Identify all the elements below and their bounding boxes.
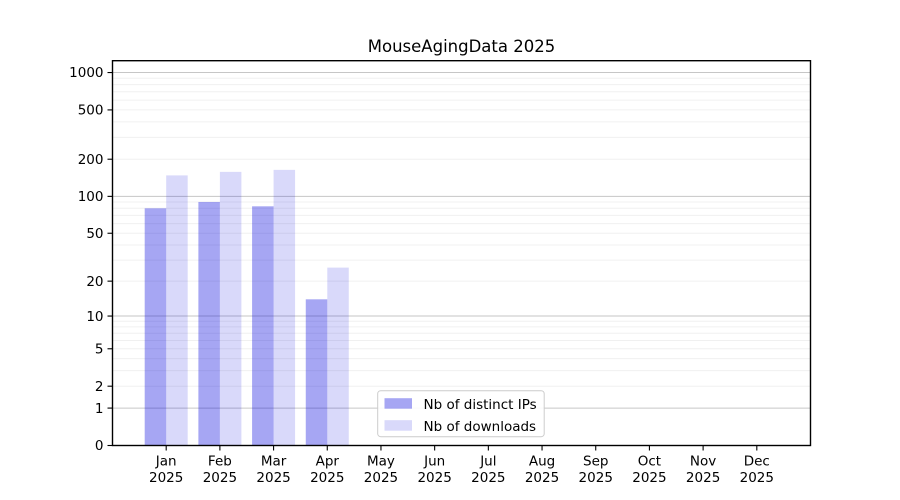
- bars-layer: [144, 169, 349, 446]
- bar-downloads-apr: [327, 267, 349, 446]
- x-tick-label-month-apr: Apr: [316, 454, 340, 470]
- x-tick-label-year-feb: 2025: [203, 470, 237, 486]
- bar-downloads-feb: [219, 171, 242, 446]
- y-tick-label: 5: [95, 341, 104, 357]
- plot-border: [111, 60, 812, 447]
- x-tick-label-month-dec: Dec: [744, 454, 770, 470]
- legend-label-downloads: Nb of downloads: [424, 419, 537, 435]
- x-tick-label-month-nov: Nov: [690, 454, 716, 470]
- bar-distinct-ips-feb: [198, 201, 220, 446]
- bar-downloads-jan: [166, 175, 188, 446]
- axes-layer: 01251020501002005001000Jan2025Feb2025Mar…: [69, 60, 812, 486]
- y-tick-label: 20: [86, 274, 103, 290]
- x-tick-label-year-jun: 2025: [417, 470, 451, 486]
- x-tick-label-month-jul: Jul: [479, 454, 496, 470]
- x-tick-label-year-may: 2025: [364, 470, 398, 486]
- y-tick-label: 100: [78, 189, 104, 205]
- y-tick-label: 500: [78, 103, 104, 119]
- legend: Nb of distinct IPs Nb of downloads: [377, 390, 545, 438]
- x-tick-label-year-jul: 2025: [471, 470, 505, 486]
- x-tick-label-month-may: May: [367, 454, 395, 470]
- bar-distinct-ips-mar: [252, 206, 274, 446]
- x-tick-label-month-oct: Oct: [638, 454, 661, 470]
- x-tick-label-month-sep: Sep: [583, 454, 608, 470]
- x-tick-label-year-oct: 2025: [632, 470, 666, 486]
- x-tick-label-year-apr: 2025: [310, 470, 344, 486]
- y-tick-label: 200: [78, 152, 104, 168]
- x-tick-label-month-jan: Jan: [155, 454, 177, 470]
- y-tick-label: 1000: [69, 65, 103, 81]
- y-tick-label: 0: [95, 438, 104, 454]
- legend-swatch-downloads: [384, 420, 412, 431]
- bar-distinct-ips-jan: [144, 208, 167, 446]
- x-tick-label-month-aug: Aug: [529, 454, 555, 470]
- x-tick-label-year-nov: 2025: [686, 470, 720, 486]
- x-tick-label-year-sep: 2025: [579, 470, 613, 486]
- legend-label-distinct-ips: Nb of distinct IPs: [424, 397, 537, 413]
- x-tick-label-month-mar: Mar: [261, 454, 287, 470]
- x-tick-label-year-aug: 2025: [525, 470, 559, 486]
- x-tick-label-month-jun: Jun: [423, 454, 445, 470]
- x-tick-label-year-jan: 2025: [149, 470, 183, 486]
- chart-title: MouseAgingData 2025: [368, 37, 555, 56]
- y-tick-label: 50: [86, 226, 103, 242]
- legend-box: [377, 390, 545, 438]
- legend-swatch-distinct-ips: [384, 398, 412, 409]
- y-tick-label: 2: [95, 379, 104, 395]
- y-tick-label: 10: [86, 309, 103, 325]
- x-tick-label-year-mar: 2025: [256, 470, 290, 486]
- y-tick-label: 1: [95, 401, 104, 417]
- x-tick-label-month-feb: Feb: [208, 454, 232, 470]
- x-tick-label-year-dec: 2025: [740, 470, 774, 486]
- bar-distinct-ips-apr: [305, 299, 328, 446]
- bar-downloads-mar: [273, 169, 296, 446]
